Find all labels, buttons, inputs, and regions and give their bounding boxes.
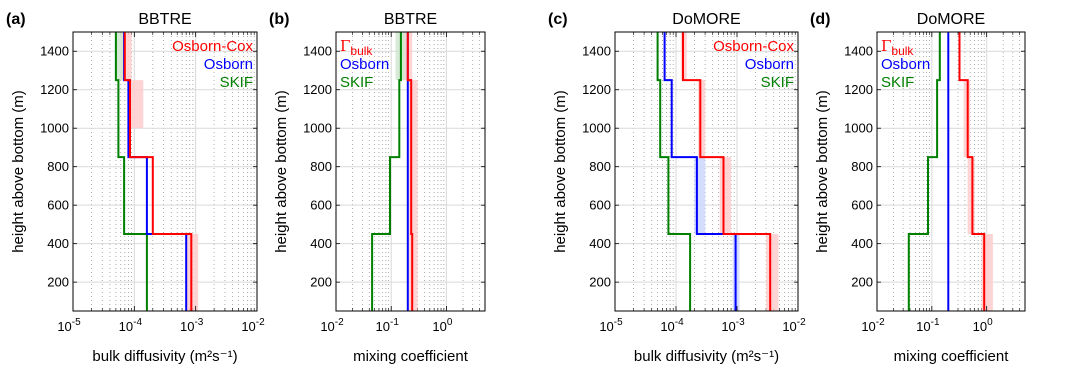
x-tick-label: 10-2 <box>320 317 344 334</box>
uncertainty-band <box>698 80 706 158</box>
panel-letter: (b) <box>269 11 289 28</box>
series-line--bulk <box>406 32 414 311</box>
y-axis-label: height above bottom (m) <box>10 90 27 253</box>
axes-box <box>335 31 486 312</box>
legend-entry: Osborn-Cox <box>713 38 794 55</box>
axes-box <box>72 31 258 312</box>
x-axis-label: bulk diffusivity (m²s⁻¹) <box>92 348 237 365</box>
y-tick-label: 800 <box>47 159 69 174</box>
uncertainty-band <box>694 157 706 235</box>
legend-entry: Osborn <box>881 56 930 73</box>
x-tick-label: 10-1 <box>376 317 400 334</box>
legend-entry: SKIF <box>881 74 914 91</box>
panel-title: BBTRE <box>138 11 191 28</box>
y-tick-label: 200 <box>589 275 611 290</box>
x-tick-label: 10-5 <box>599 317 623 334</box>
legend-entry: Osborn <box>204 56 253 73</box>
panel-0: 200 400 600 800 1000 1200 1400 10-5 10-4 10-3 10-2… <box>6 11 265 365</box>
y-tick-label: 200 <box>310 275 332 290</box>
x-axis-label: mixing coefficient <box>894 348 1010 365</box>
y-tick-label: 400 <box>589 236 611 251</box>
y-tick-label: 400 <box>310 236 332 251</box>
y-tick-label: 1000 <box>844 121 873 136</box>
x-tick-label: 10-2 <box>241 317 265 334</box>
x-tick-label: 10-3 <box>180 317 204 334</box>
axes-box <box>614 31 799 312</box>
x-axis-label: bulk diffusivity (m²s⁻¹) <box>634 348 779 365</box>
y-axis-label: height above bottom (m) <box>552 90 569 253</box>
legend-entry: Osborn <box>340 56 389 73</box>
panel-letter: (a) <box>6 11 26 28</box>
legend-entry: Γbulk <box>881 37 914 58</box>
y-tick-label: 800 <box>851 159 873 174</box>
x-tick-label: 10-5 <box>57 317 81 334</box>
uncertainty-band <box>766 234 779 311</box>
y-tick-label: 800 <box>589 159 611 174</box>
x-tick-label: 100 <box>973 317 993 334</box>
y-tick-label: 600 <box>310 198 332 213</box>
y-tick-label: 200 <box>47 275 69 290</box>
y-axis-label: height above bottom (m) <box>814 90 831 253</box>
series-line-skif <box>371 32 402 311</box>
y-tick-label: 200 <box>851 275 873 290</box>
x-axis-label: mixing coefficient <box>353 348 469 365</box>
y-tick-label: 400 <box>47 236 69 251</box>
y-tick-label: 1200 <box>844 82 873 97</box>
y-tick-label: 1200 <box>40 82 69 97</box>
panel-2: 200 400 600 800 1000 1200 1400 10-5 10-4 10-3 10-2… <box>548 11 806 365</box>
uncertainty-band <box>114 32 125 81</box>
uncertainty-band <box>120 32 132 81</box>
series-line-skif <box>656 32 692 311</box>
x-tick-label: 10-4 <box>660 317 684 334</box>
legend-entry: SKIF <box>220 74 253 91</box>
y-axis-label: height above bottom (m) <box>273 90 290 253</box>
y-tick-label: 1000 <box>40 121 69 136</box>
legend-entry: Γbulk <box>340 37 373 58</box>
legend-entry: SKIF <box>761 74 794 91</box>
axes-box <box>876 31 1026 312</box>
panel-letter: (c) <box>548 11 568 28</box>
uncertainty-band <box>967 157 975 235</box>
uncertainty-band <box>408 80 418 311</box>
y-tick-label: 800 <box>310 159 332 174</box>
x-tick-label: 10-2 <box>782 317 806 334</box>
y-tick-label: 600 <box>851 198 873 213</box>
y-tick-label: 600 <box>589 198 611 213</box>
series-line-skif <box>114 32 148 311</box>
legend-entry: Osborn <box>745 56 794 73</box>
y-tick-label: 1000 <box>303 121 332 136</box>
y-tick-label: 1200 <box>582 82 611 97</box>
series-line--bulk <box>958 32 986 311</box>
uncertainty-band <box>719 157 732 235</box>
x-tick-label: 10-1 <box>916 317 940 334</box>
y-tick-label: 1000 <box>582 121 611 136</box>
series-line-osborn-cox <box>682 32 772 311</box>
x-tick-label: 10-4 <box>119 317 143 334</box>
panel-title: BBTRE <box>384 11 437 28</box>
legend-entry: SKIF <box>340 74 373 91</box>
x-tick-label: 10-2 <box>861 317 885 334</box>
panel-letter: (d) <box>810 11 830 28</box>
series-line-osborn-cox <box>123 32 193 311</box>
x-tick-label: 10-3 <box>721 317 745 334</box>
legend-entry: Osborn-Cox <box>172 38 253 55</box>
y-tick-label: 600 <box>47 198 69 213</box>
y-tick-label: 1400 <box>844 44 873 59</box>
panel-1: 200 400 600 800 1000 1200 1400 10-2 10-1 100 BBTRE… <box>269 11 486 365</box>
panel-3: 200 400 600 800 1000 1200 1400 10-2 10-1 100 DoMOR… <box>810 11 1026 365</box>
uncertainty-band <box>981 234 993 311</box>
series-line-skif <box>907 32 941 311</box>
y-tick-label: 1400 <box>40 44 69 59</box>
series-line-osborn <box>123 32 188 311</box>
x-tick-label: 100 <box>432 317 452 334</box>
y-tick-label: 1200 <box>303 82 332 97</box>
uncertainty-band <box>128 80 144 129</box>
panel-title: DoMORE <box>672 11 740 28</box>
y-tick-label: 1400 <box>582 44 611 59</box>
panel-title: DoMORE <box>917 11 985 28</box>
y-tick-label: 1400 <box>303 44 332 59</box>
y-tick-label: 400 <box>851 236 873 251</box>
